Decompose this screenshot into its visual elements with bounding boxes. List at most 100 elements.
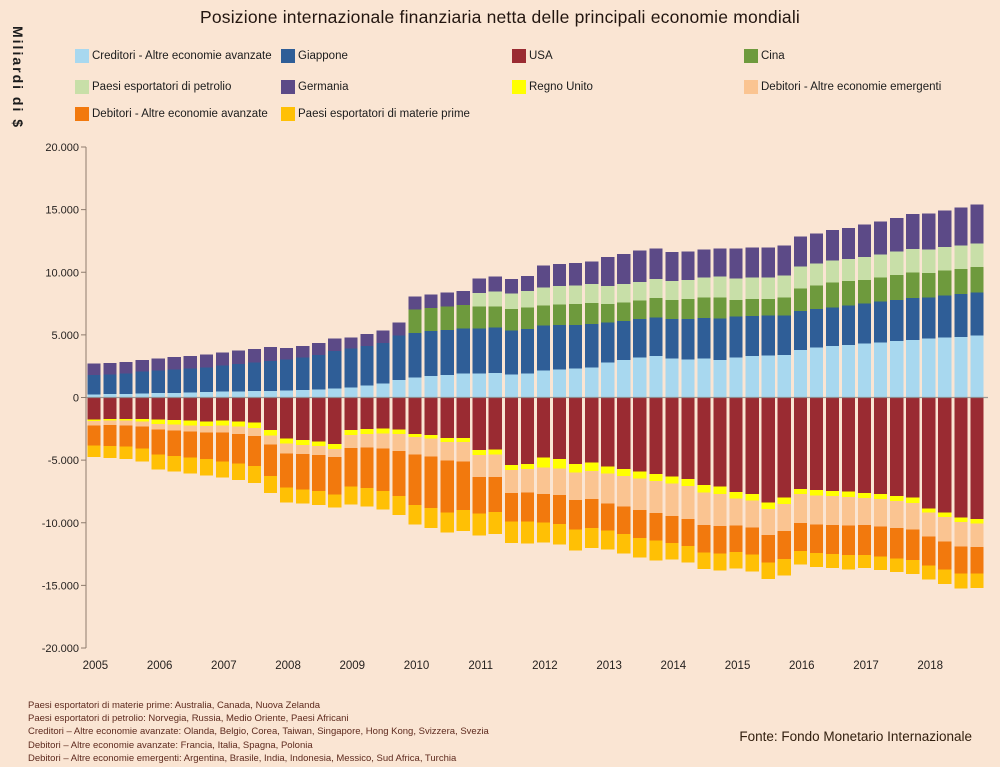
bar-segment-regno_unito [617,468,631,476]
bar-segment-creditori_avanzate [745,356,759,398]
bar-segment-petrolio [713,276,727,298]
chart-title: Posizione internazionale finanziaria net… [199,7,801,27]
bar-segment-germania [167,357,181,370]
bar-segment-debitori_emergenti [970,523,984,548]
bar-segment-usa [199,397,213,422]
bar-segment-debitori_emergenti [87,420,101,426]
bar-segment-creditori_avanzate [938,337,952,398]
bar-segment-regno_unito [585,462,599,471]
bar-segment-petrolio [697,277,711,298]
bar-segment-debitori_emergenti [296,444,310,455]
bar-segment-germania [424,294,438,308]
bar-segment-materie_prime [151,454,165,470]
bar-segment-materie_prime [280,487,294,503]
bar-segment-debitori_avanzate [167,430,181,456]
bar-segment-materie_prime [263,475,278,494]
bar-segment-debitori_avanzate [360,447,374,488]
bar-segment-petrolio [954,245,968,270]
bar-segment-usa [745,397,759,494]
bar-segment-materie_prime [585,527,599,549]
bar-segment-germania [119,361,133,374]
bar-segment-debitori_emergenti [857,498,872,526]
bar-segment-regno_unito [874,493,888,500]
bar-segment-regno_unito [328,443,342,449]
bar-segment-giappone [874,301,888,343]
bar-segment-germania [312,343,326,355]
bar-segment-debitori_emergenti [167,424,181,431]
bar-segment-petrolio [617,284,631,303]
bar-segment-cina [729,299,743,317]
bar-segment-debitori_emergenti [344,434,358,449]
bar-segment-germania [922,213,936,250]
bar-segment-materie_prime [167,455,181,472]
bar-segment-creditori_avanzate [328,388,342,398]
bar-segment-materie_prime [296,489,310,504]
bar-segment-usa [263,397,278,431]
bar-segment-cina [809,285,824,310]
bar-segment-giappone [841,305,856,345]
bar-segment-debitori_avanzate [536,494,551,523]
bar-segment-giappone [569,324,583,369]
bar-segment-usa [408,397,422,434]
bar-segment-creditori_avanzate [392,379,406,398]
bar-segment-cina [536,305,551,326]
bar-segment-debitori_emergenti [456,441,470,462]
bar-segment-debitori_avanzate [87,425,101,446]
bar-segment-materie_prime [874,556,888,570]
bar-segment-germania [585,261,599,285]
bar-segment-creditori_avanzate [841,344,856,398]
bar-segment-materie_prime [777,559,791,576]
bar-segment-regno_unito [488,449,502,455]
bar-segment-regno_unito [520,463,535,469]
bar-segment-giappone [665,319,679,359]
bar-segment-usa [841,397,856,492]
footnote-line: Paesi esportatori di petrolio: Norvegia,… [28,713,349,725]
bar-segment-creditori_avanzate [552,369,567,398]
bar-segment-germania [938,210,952,248]
bar-segment-giappone [649,317,663,357]
bar-segment-giappone [970,292,984,336]
bar-segment-debitori_emergenti [617,475,631,507]
bar-segment-cina [681,299,695,320]
bar-segment-giappone [488,327,502,374]
bar-segment-germania [633,250,647,282]
bar-segment-creditori_avanzate [970,335,984,398]
bar-segment-petrolio [922,249,936,273]
legend-label-debitori_emergenti: Debitori - Altre economie emergenti [761,80,942,93]
bar-segment-regno_unito [408,433,422,438]
bar-segment-materie_prime [569,529,583,551]
bar-segment-cina [472,306,486,329]
bar-segment-creditori_avanzate [617,359,631,398]
bar-segment-giappone [424,331,438,377]
bar-segment-materie_prime [649,540,663,561]
bar-segment-petrolio [793,266,807,289]
bar-segment-creditori_avanzate [536,370,551,398]
bar-segment-usa [890,397,904,496]
x-year-label: 2009 [339,660,365,672]
bar-segment-debitori_avanzate [408,454,422,505]
bar-segment-regno_unito [681,478,695,487]
bar-segment-materie_prime [761,562,775,580]
bar-segment-debitori_emergenti [424,438,438,457]
bar-segment-cina [938,270,952,296]
bar-segment-regno_unito [809,490,824,496]
bar-segment-debitori_emergenti [520,468,535,493]
bar-segment-giappone [617,321,631,360]
bar-segment-regno_unito [536,457,551,468]
bar-segment-giappone [231,363,246,392]
y-tick-label: -10.000 [42,518,79,530]
bar-segment-creditori_avanzate [472,373,486,398]
bar-segment-germania [135,359,149,372]
x-year-label: 2012 [532,660,558,672]
bar-segment-creditori_avanzate [761,355,775,398]
bar-segment-cina [424,307,438,332]
bar-segment-usa [938,397,952,513]
bar-segment-regno_unito [376,428,390,434]
bar-segment-germania [344,337,358,349]
bar-segment-debitori_avanzate [890,528,904,559]
bar-segment-regno_unito [183,420,197,426]
bar-segment-cina [569,304,583,325]
bar-segment-giappone [729,316,743,358]
bar-segment-debitori_avanzate [328,456,342,495]
